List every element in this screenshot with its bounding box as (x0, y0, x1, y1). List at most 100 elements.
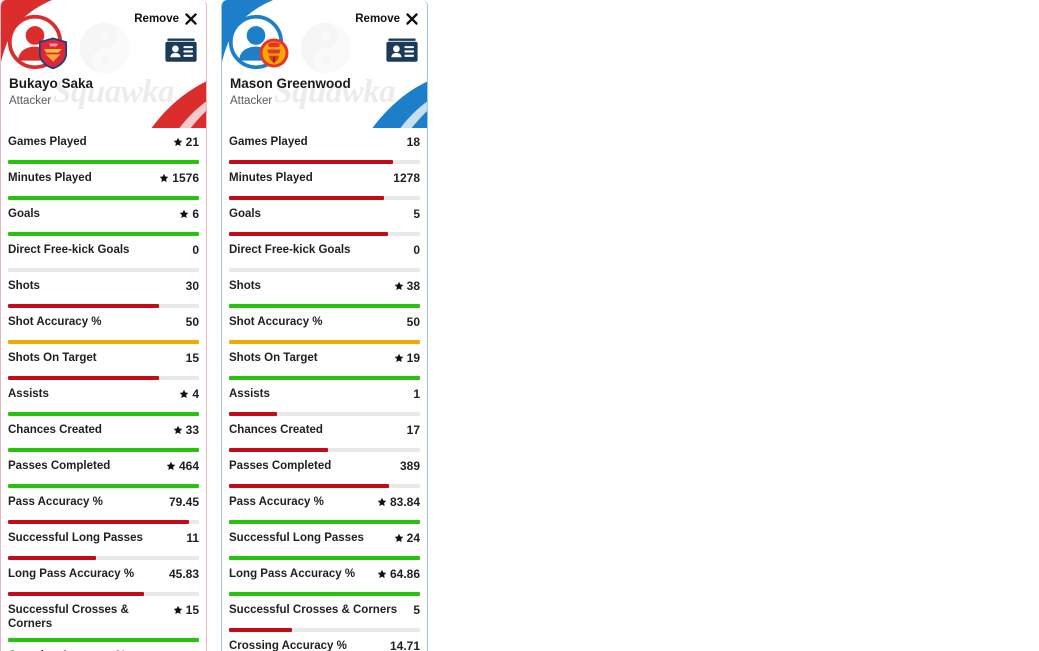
stat-progress-fill (8, 638, 199, 642)
stat-label: Chances Created (8, 424, 102, 436)
stat-value-group: 14.71 (390, 638, 420, 651)
stat-value: 0 (192, 243, 199, 257)
player-avatar (228, 14, 294, 72)
stat-progress-fill (8, 592, 144, 596)
stat-line: Successful Long Passes 24 (229, 530, 420, 549)
stat-value: 33 (185, 423, 199, 437)
stat-progress-fill (229, 232, 388, 236)
stat-progress-track (229, 196, 420, 200)
star-icon (377, 569, 387, 578)
stat-line: Minutes Played 1576 (8, 170, 199, 189)
stat-row: Shot Accuracy % 50 (229, 308, 420, 344)
stat-line: Shots On Target 19 (229, 350, 420, 369)
stat-value: 17 (406, 423, 420, 437)
player-name: Bukayo Saka (9, 76, 94, 91)
stat-row: Games Played 18 (229, 128, 420, 164)
stat-label: Successful Long Passes (8, 532, 143, 544)
stat-row: Minutes Played 1278 (229, 164, 420, 200)
stat-line: Shot Accuracy % 50 (8, 314, 199, 333)
stat-progress-track (8, 484, 199, 488)
stat-line: Minutes Played 1278 (229, 170, 420, 189)
stat-progress-track (229, 304, 420, 308)
stat-value-group: 50 (407, 314, 420, 329)
stat-label: Long Pass Accuracy % (8, 568, 135, 580)
stat-value: 18 (406, 135, 420, 149)
stat-line: Assists 4 (8, 386, 199, 405)
stat-progress-fill (229, 520, 420, 524)
stat-label: Minutes Played (8, 172, 92, 184)
stat-progress-track (229, 448, 420, 452)
remove-label: Remove (134, 13, 179, 25)
stat-line: Games Played 18 (229, 134, 420, 153)
stat-row: Assists 4 (8, 380, 199, 416)
close-x-icon[interactable] (184, 12, 198, 26)
stat-label: Games Played (229, 136, 308, 148)
stat-label: Assists (229, 388, 270, 400)
stat-label: Shot Accuracy % (229, 316, 323, 328)
stat-label: Passes Completed (229, 460, 332, 472)
stat-value-group: 79.45 (169, 494, 199, 509)
stat-progress-fill (8, 196, 199, 200)
remove-player-button[interactable]: Remove (355, 12, 419, 26)
stat-value: 25 (186, 649, 199, 651)
stat-line: Successful Long Passes 11 (8, 530, 199, 549)
stat-line: Shots 30 (8, 278, 199, 297)
stat-value-group: 5 (413, 602, 420, 617)
stat-line: Direct Free-kick Goals 0 (229, 242, 420, 261)
stat-value: 24 (406, 531, 420, 545)
stat-progress-fill (229, 196, 384, 200)
stat-label: Pass Accuracy % (229, 496, 324, 508)
stat-value: 389 (399, 459, 420, 473)
remove-player-button[interactable]: Remove (134, 12, 198, 26)
stat-progress-fill (8, 520, 190, 524)
stat-line: Crossing Accuracy % 14.71 (229, 638, 420, 651)
id-card-icon[interactable] (165, 38, 197, 63)
stat-progress-fill (229, 592, 420, 596)
id-card-icon[interactable] (386, 38, 418, 63)
stat-progress-fill (229, 628, 293, 632)
stat-progress-track (229, 412, 420, 416)
stat-label: Shots On Target (8, 352, 97, 364)
stat-progress-fill (8, 376, 159, 380)
stat-progress-track (8, 412, 199, 416)
stat-progress-track (229, 232, 420, 236)
star-icon (394, 353, 403, 362)
star-icon (180, 389, 189, 398)
stat-label: Crossing Accuracy % (229, 640, 347, 651)
stat-value: 19 (406, 351, 420, 365)
stat-value-group: 18 (407, 134, 420, 149)
stat-value: 30 (185, 279, 199, 293)
stat-progress-fill (229, 448, 329, 452)
stat-line: Long Pass Accuracy % 64.86 (229, 566, 420, 585)
stat-progress-track (8, 638, 199, 642)
stat-value-group: 464 (166, 458, 199, 473)
stat-progress-fill (8, 340, 199, 344)
stat-label: Successful Long Passes (229, 532, 364, 544)
stat-row: Goals 5 (229, 200, 420, 236)
stat-progress-track (8, 340, 199, 344)
stat-value-group: 4 (179, 386, 199, 401)
close-x-icon[interactable] (405, 12, 419, 26)
stat-progress-fill (229, 304, 420, 308)
stat-label: Successful Crosses & Corners (8, 604, 129, 630)
stat-row: Shots On Target 19 (229, 344, 420, 380)
player-profile-button[interactable] (386, 38, 418, 63)
stat-progress-track (229, 268, 420, 272)
stat-line: Long Pass Accuracy % 45.83 (8, 566, 199, 585)
stat-progress-fill (8, 304, 159, 308)
stat-value: 64.86 (389, 567, 420, 581)
star-icon (180, 209, 189, 218)
stat-line: Shots On Target 15 (8, 350, 199, 369)
stat-line: Pass Accuracy % 79.45 (8, 494, 199, 513)
stat-line: Shots 38 (229, 278, 420, 297)
stat-value-group: 45.83 (169, 566, 199, 581)
stat-progress-fill (8, 556, 96, 560)
stat-progress-fill (229, 160, 394, 164)
stat-progress-fill (8, 412, 199, 416)
stat-progress-fill (229, 484, 390, 488)
player-profile-button[interactable] (165, 38, 197, 63)
stat-label: Shots On Target (229, 352, 318, 364)
stat-line: Chances Created 33 (8, 422, 199, 441)
stat-value-group: 33 (173, 422, 199, 437)
